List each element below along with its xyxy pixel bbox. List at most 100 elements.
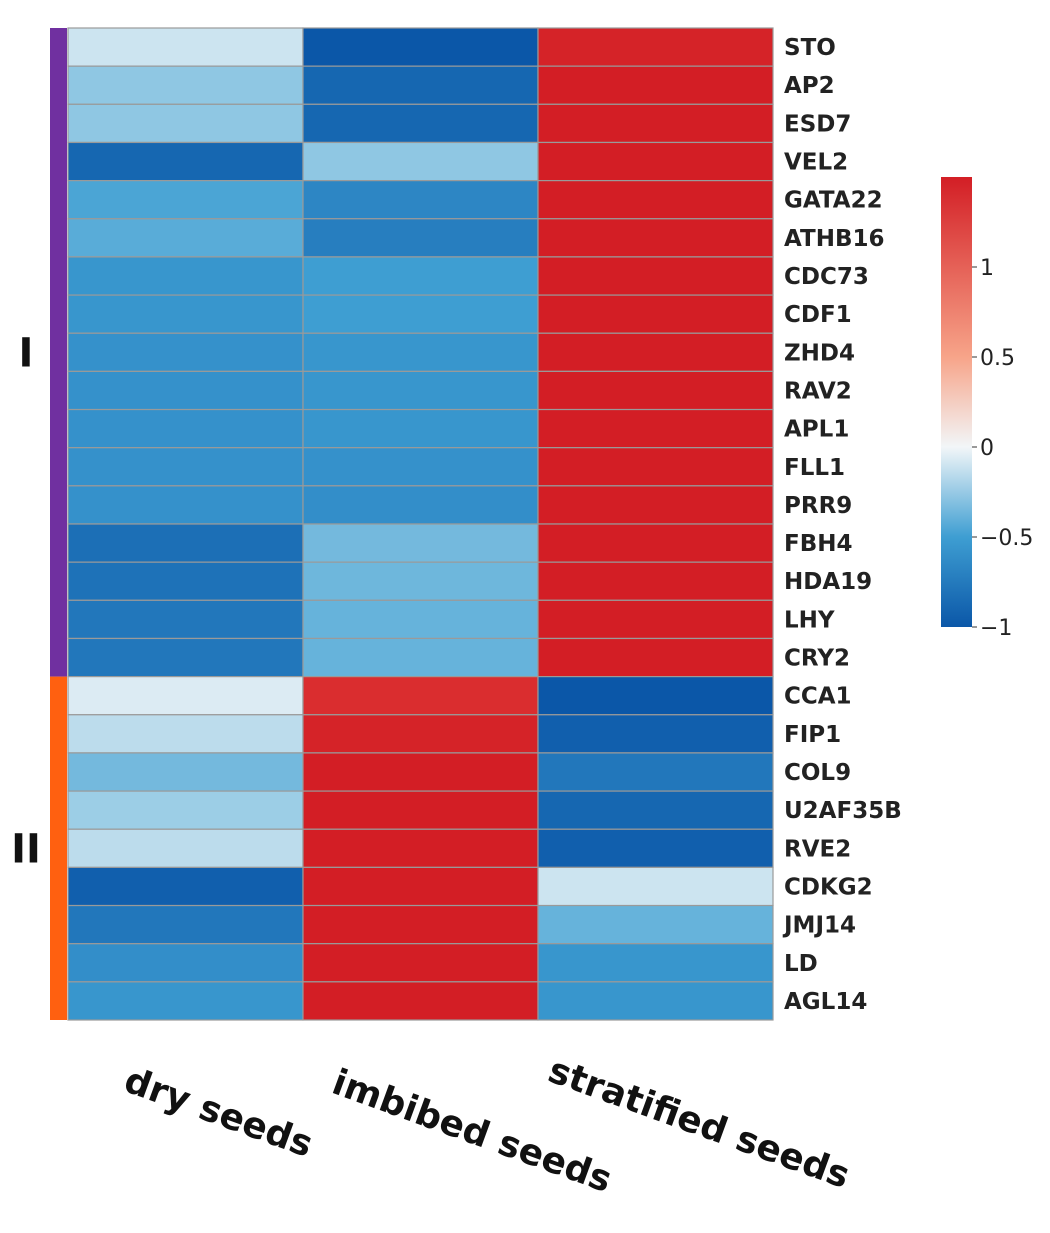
heatmap-cell bbox=[537, 218, 774, 258]
heatmap-cell bbox=[67, 943, 304, 983]
row-labels: STO AP2 ESD7 VEL2 GATA22 ATHB16 CDC73 CDF1 ZHD4 R… bbox=[782, 35, 902, 1015]
heatmap-cell bbox=[537, 27, 774, 67]
heatmap-cell bbox=[537, 447, 774, 487]
heatmap-cell bbox=[67, 103, 304, 144]
colorbar-ticks: 1 0.5 0 −0.5 −1 bbox=[972, 256, 1033, 641]
gene-label: CDC73 bbox=[784, 264, 869, 290]
heatmap-cell bbox=[67, 790, 304, 830]
heatmap-cell bbox=[537, 370, 774, 411]
gene-label: RAV2 bbox=[784, 378, 852, 404]
gene-label: GATA22 bbox=[784, 188, 883, 214]
heatmap-cell bbox=[537, 981, 774, 1021]
heatmap-cell bbox=[302, 294, 539, 334]
heatmap-cell bbox=[302, 65, 539, 105]
colorbar-tick-label: −0.5 bbox=[980, 526, 1033, 551]
gene-label: ATHB16 bbox=[784, 226, 885, 252]
heatmap-cell bbox=[67, 447, 304, 487]
gene-label: RVE2 bbox=[784, 836, 851, 862]
heatmap-cell bbox=[537, 332, 774, 372]
heatmap-cell bbox=[537, 637, 774, 678]
colorbar-tick-label: 0 bbox=[980, 436, 994, 461]
gene-label: PRR9 bbox=[784, 493, 852, 519]
heatmap-cell bbox=[302, 485, 539, 525]
gene-label: APL1 bbox=[784, 417, 849, 443]
heatmap-cell bbox=[67, 65, 304, 105]
heatmap-cell bbox=[67, 866, 304, 907]
heatmap-cell bbox=[67, 27, 304, 67]
heatmap-cell bbox=[537, 256, 774, 296]
heatmap-cell bbox=[302, 256, 539, 296]
heatmap-cell bbox=[67, 714, 304, 754]
heatmap-cell bbox=[302, 714, 539, 754]
heatmap-cells bbox=[67, 27, 774, 1021]
heatmap-cell bbox=[67, 180, 304, 220]
heatmap-cell bbox=[302, 599, 539, 640]
heatmap-cell bbox=[537, 65, 774, 105]
heatmap-cell bbox=[302, 752, 539, 792]
heatmap-cell bbox=[537, 828, 774, 868]
heatmap-cell bbox=[537, 714, 774, 754]
gene-label: ZHD4 bbox=[784, 340, 855, 366]
gene-label: LD bbox=[784, 951, 818, 977]
heatmap-cell bbox=[537, 599, 774, 640]
heatmap-cell bbox=[67, 256, 304, 296]
heatmap-cell bbox=[67, 752, 304, 792]
heatmap-cell bbox=[302, 637, 539, 678]
heatmap-cell bbox=[67, 828, 304, 868]
gene-label: FLL1 bbox=[784, 455, 845, 481]
gene-label: CDKG2 bbox=[784, 874, 873, 900]
heatmap-cell bbox=[537, 943, 774, 983]
heatmap-cell bbox=[67, 599, 304, 640]
heatmap-cell bbox=[302, 561, 539, 601]
cluster-bar bbox=[50, 676, 67, 1020]
heatmap-cell bbox=[302, 408, 539, 449]
heatmap-cell bbox=[537, 485, 774, 525]
heatmap-cell bbox=[537, 752, 774, 792]
heatmap-cell bbox=[67, 637, 304, 678]
heatmap-cell bbox=[67, 332, 304, 372]
heatmap-cell bbox=[302, 370, 539, 411]
heatmap-cell bbox=[302, 790, 539, 830]
heatmap-cell bbox=[302, 866, 539, 907]
heatmap-cell bbox=[537, 523, 774, 563]
heatmap-cell bbox=[302, 523, 539, 563]
heatmap-cell bbox=[67, 981, 304, 1021]
heatmap-cell bbox=[302, 447, 539, 487]
gene-label: AP2 bbox=[784, 73, 835, 99]
gene-label: VEL2 bbox=[784, 150, 848, 176]
colorbar-tick-label: 0.5 bbox=[980, 346, 1015, 371]
heatmap-cell bbox=[302, 828, 539, 868]
colorbar-gradient bbox=[941, 177, 972, 627]
gene-label: COL9 bbox=[784, 760, 851, 786]
heatmap-cell bbox=[537, 561, 774, 601]
heatmap-cell bbox=[67, 408, 304, 449]
heatmap-cell bbox=[537, 904, 774, 945]
gene-label: CDF1 bbox=[784, 302, 852, 328]
heatmap-cell bbox=[302, 904, 539, 945]
heatmap-cell bbox=[302, 103, 539, 144]
colorbar-tick-label: 1 bbox=[980, 256, 994, 281]
cluster-label: I bbox=[19, 330, 34, 376]
heatmap-cell bbox=[302, 218, 539, 258]
cluster-label: II bbox=[11, 826, 41, 872]
heatmap-cell bbox=[302, 981, 539, 1021]
gene-label: AGL14 bbox=[784, 989, 867, 1015]
heatmap-cell bbox=[67, 523, 304, 563]
column-label: dry seeds bbox=[119, 1060, 318, 1166]
cluster-bars: III bbox=[11, 28, 67, 1020]
heatmap-cell bbox=[67, 141, 304, 182]
heatmap-cell bbox=[302, 943, 539, 983]
heatmap-cell bbox=[537, 141, 774, 182]
heatmap-cell bbox=[537, 294, 774, 334]
gene-label: JMJ14 bbox=[782, 913, 856, 939]
heatmap-cell bbox=[537, 790, 774, 830]
heatmap-cell bbox=[302, 180, 539, 220]
heatmap-cell bbox=[537, 676, 774, 716]
heatmap-cell bbox=[67, 561, 304, 601]
gene-label: CRY2 bbox=[784, 646, 850, 672]
heatmap-cell bbox=[67, 485, 304, 525]
gene-label: FBH4 bbox=[784, 531, 853, 557]
heatmap-cell bbox=[67, 904, 304, 945]
heatmap-cell bbox=[537, 866, 774, 907]
